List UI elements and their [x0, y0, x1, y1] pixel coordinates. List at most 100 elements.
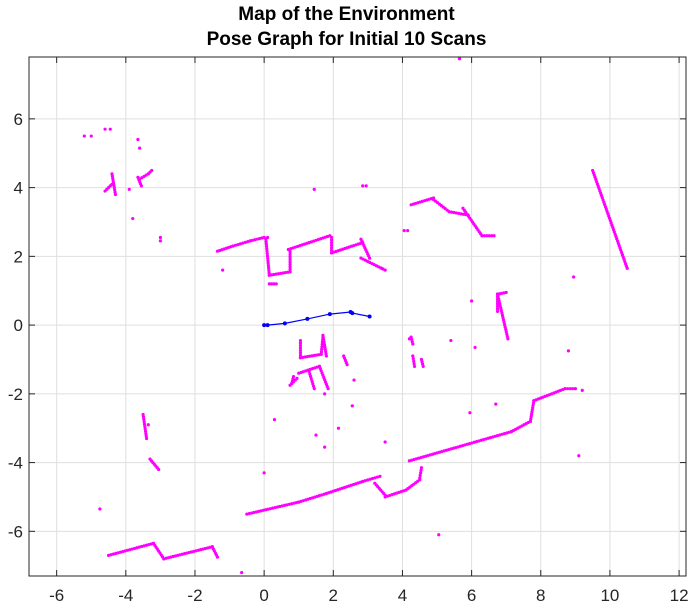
scan-point [98, 507, 102, 511]
scan-point [329, 246, 334, 250]
scan-point [487, 234, 491, 238]
scan-point [495, 297, 500, 301]
scan-point [291, 375, 296, 379]
scan-point [146, 423, 150, 427]
scan-point [233, 243, 238, 247]
scan-point [288, 262, 292, 266]
scan-point [142, 422, 147, 426]
scan-point [266, 261, 270, 265]
scan-point [139, 184, 143, 188]
scan-point [272, 418, 277, 422]
scan-point [238, 242, 243, 246]
chart-title-line1: Map of the Environment [238, 4, 455, 25]
scan-point [473, 345, 477, 350]
scan-point [419, 471, 423, 475]
pose-node [367, 314, 372, 319]
scan-point [143, 427, 147, 431]
scan-point [231, 244, 235, 248]
scan-point [270, 282, 274, 286]
scan-point [402, 228, 406, 233]
scan-point [461, 212, 465, 216]
scan-point [265, 254, 270, 258]
scan-point [329, 243, 334, 247]
scan-point [412, 362, 416, 366]
y-tick-label: 6 [14, 110, 23, 129]
scan-point [127, 187, 131, 191]
x-tick-label: -4 [118, 586, 133, 605]
scan-point [265, 249, 269, 253]
scan-point [308, 372, 312, 376]
scan-point [267, 271, 271, 275]
scan-point [495, 299, 500, 304]
scan-point [150, 168, 154, 173]
scan-point [141, 412, 145, 417]
scan-point [144, 434, 148, 438]
scan-point [480, 234, 484, 238]
axes-frame [28, 56, 687, 577]
scan-point [350, 404, 354, 408]
x-tick-label: 2 [329, 586, 338, 605]
x-tick-label: 4 [398, 586, 407, 605]
scan-point [267, 282, 271, 286]
scan-point [236, 242, 240, 247]
scan-point [298, 353, 303, 357]
scan-point [368, 256, 372, 260]
scan-point [323, 445, 327, 449]
scan-point [494, 402, 498, 406]
scan-point [89, 134, 93, 138]
scan-point [383, 440, 387, 444]
scan-point [447, 210, 451, 214]
grid-lines [29, 57, 686, 576]
scan-point [495, 309, 500, 313]
scan-point [144, 436, 149, 441]
scan-point [288, 250, 292, 254]
scan-point [311, 382, 315, 386]
scan-point [298, 351, 303, 355]
scan-point [215, 555, 220, 559]
scan-point [266, 264, 271, 268]
scan-point [563, 387, 567, 391]
scan-point [326, 387, 330, 391]
scan-point [267, 268, 271, 273]
scan-point [288, 257, 292, 262]
scan-point [324, 354, 328, 358]
scan-point [274, 282, 278, 286]
scan-point [449, 210, 454, 214]
scan-point [319, 352, 323, 356]
scan-point [308, 374, 313, 379]
scan-point [142, 420, 146, 424]
scan-point [421, 364, 425, 368]
scan-point [243, 240, 247, 244]
scan-point [265, 252, 269, 256]
scan-point [288, 267, 292, 271]
scan-point [352, 378, 356, 382]
scan-point [82, 134, 86, 138]
chart-title-line2: Pose Graph for Initial 10 Scans [206, 29, 487, 50]
scan-point [143, 424, 147, 429]
scan-point [411, 342, 415, 346]
scan-point [364, 184, 368, 188]
scan-point [457, 57, 462, 61]
scan-point [264, 237, 268, 241]
scan-point [370, 476, 375, 481]
x-tick-label: -2 [187, 586, 202, 605]
scan-point [312, 387, 316, 391]
scan-point [375, 475, 380, 479]
x-tick-label: 10 [600, 586, 619, 605]
scan-point [490, 234, 494, 238]
scan-point [419, 468, 423, 472]
scan-point [412, 359, 416, 363]
scan-point [411, 357, 415, 361]
scan-point [482, 234, 487, 238]
scan-point [138, 146, 142, 150]
scan-point [506, 337, 510, 341]
scan-point [108, 127, 112, 131]
scan-point [329, 248, 334, 252]
scan-point [418, 476, 422, 480]
y-tick-label: 0 [14, 316, 23, 335]
scan-point [452, 210, 456, 215]
y-tick-label: -6 [8, 522, 23, 541]
pose-node [282, 321, 287, 326]
scan-point [298, 341, 303, 345]
scan-point [323, 392, 327, 396]
